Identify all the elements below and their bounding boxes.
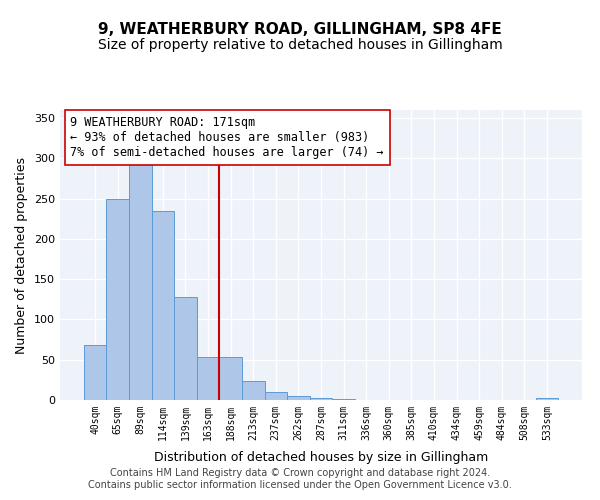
Bar	[84, 345, 106, 400]
Text: 9 WEATHERBURY ROAD: 171sqm
← 93% of detached houses are smaller (983)
7% of semi: 9 WEATHERBURY ROAD: 171sqm ← 93% of deta…	[70, 116, 384, 159]
Text: 9, WEATHERBURY ROAD, GILLINGHAM, SP8 4FE: 9, WEATHERBURY ROAD, GILLINGHAM, SP8 4FE	[98, 22, 502, 38]
Bar	[152, 210, 174, 400]
Bar	[129, 134, 152, 400]
Bar	[242, 380, 265, 400]
Bar	[332, 399, 355, 400]
Text: Contains HM Land Registry data © Crown copyright and database right 2024.
Contai: Contains HM Land Registry data © Crown c…	[88, 468, 512, 490]
Text: Size of property relative to detached houses in Gillingham: Size of property relative to detached ho…	[98, 38, 502, 52]
Bar	[220, 358, 242, 400]
Bar	[536, 398, 558, 400]
Bar	[174, 297, 197, 400]
Bar	[287, 396, 310, 400]
Y-axis label: Number of detached properties: Number of detached properties	[16, 156, 28, 354]
Bar	[265, 392, 287, 400]
Bar	[310, 398, 332, 400]
Bar	[197, 358, 220, 400]
X-axis label: Distribution of detached houses by size in Gillingham: Distribution of detached houses by size …	[154, 451, 488, 464]
Bar	[106, 198, 129, 400]
